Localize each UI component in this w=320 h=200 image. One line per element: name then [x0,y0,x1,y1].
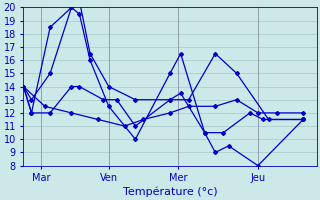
X-axis label: Température (°c): Température (°c) [123,186,217,197]
